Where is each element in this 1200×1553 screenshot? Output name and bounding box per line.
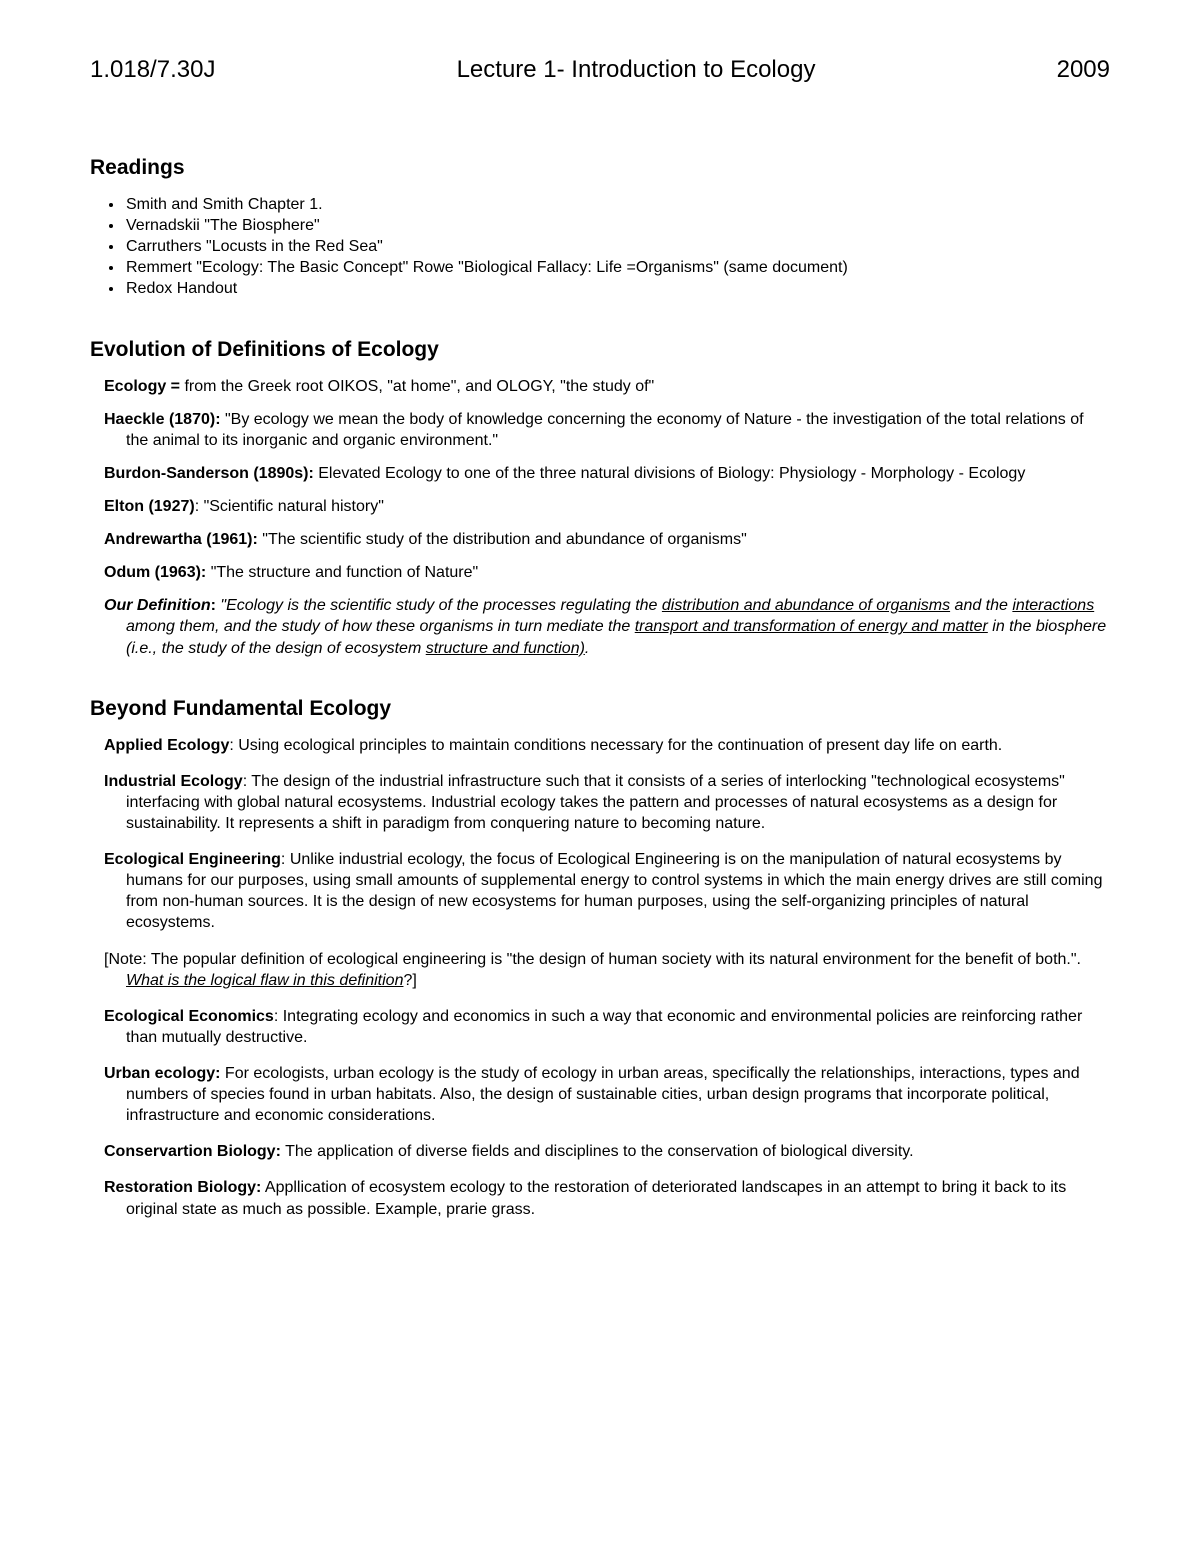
beyond-body: For ecologists, urban ecology is the stu…	[126, 1065, 1080, 1124]
beyond-term: Urban ecology:	[104, 1065, 220, 1082]
definition-term: Odum (1963):	[104, 564, 206, 581]
beyond-item: Restoration Biology: Appllication of eco…	[104, 1177, 1110, 1219]
our-definition-underline: transport and transformation of energy a…	[635, 618, 988, 635]
note-underline: What is the logical flaw in this definit…	[126, 972, 403, 989]
beyond-body: : Using ecological principles to maintai…	[229, 737, 1002, 754]
definition-list: Ecology = from the Greek root OIKOS, "at…	[104, 376, 1110, 659]
our-definition-text: among them, and the study of how these o…	[126, 618, 635, 635]
page: 1.018/7.30J Lecture 1- Introduction to E…	[0, 0, 1200, 1318]
beyond-section: Beyond Fundamental Ecology Applied Ecolo…	[90, 697, 1110, 1220]
definition-item: Andrewartha (1961): "The scientific stud…	[104, 529, 1110, 550]
list-item: Redox Handout	[124, 278, 1110, 299]
our-definition-text: "Ecology is the scientific study of the …	[216, 597, 662, 614]
definition-term: Elton (1927)	[104, 498, 195, 515]
course-code: 1.018/7.30J	[90, 56, 215, 84]
definition-body: : "Scientific natural history"	[195, 498, 384, 515]
beyond-term: Industrial Ecology	[104, 773, 243, 790]
readings-list: Smith and Smith Chapter 1. Vernadskii "T…	[124, 194, 1110, 300]
list-item: Smith and Smith Chapter 1.	[124, 194, 1110, 215]
beyond-term: Applied Ecology	[104, 737, 229, 754]
beyond-term: Restoration Biology:	[104, 1179, 261, 1196]
beyond-term: Conservartion Biology:	[104, 1143, 281, 1160]
page-header: 1.018/7.30J Lecture 1- Introduction to E…	[90, 56, 1110, 84]
list-item: Remmert "Ecology: The Basic Concept" Row…	[124, 257, 1110, 278]
list-item: Carruthers "Locusts in the Red Sea"	[124, 236, 1110, 257]
beyond-term: Ecological Engineering	[104, 851, 281, 868]
our-definition-underline: structure and function)	[426, 640, 585, 657]
definition-body: from the Greek root OIKOS, "at home", an…	[184, 378, 654, 395]
our-definition-underline: interactions	[1012, 597, 1094, 614]
beyond-item: Ecological Economics: Integrating ecolog…	[104, 1006, 1110, 1048]
lecture-title: Lecture 1- Introduction to Ecology	[215, 56, 1056, 84]
beyond-list: Applied Ecology: Using ecological princi…	[104, 735, 1110, 1220]
definition-item: Ecology = from the Greek root OIKOS, "at…	[104, 376, 1110, 397]
definition-body: "The scientific study of the distributio…	[258, 531, 747, 548]
beyond-item: Ecological Engineering: Unlike industria…	[104, 849, 1110, 933]
beyond-body: The application of diverse fields and di…	[281, 1143, 914, 1160]
definition-body: "The structure and function of Nature"	[206, 564, 478, 581]
beyond-body: Appllication of ecosystem ecology to the…	[126, 1179, 1066, 1217]
evolution-heading: Evolution of Definitions of Ecology	[90, 338, 1110, 362]
definition-body: Elevated Ecology to one of the three nat…	[314, 465, 1026, 482]
definition-item: Elton (1927): "Scientific natural histor…	[104, 496, 1110, 517]
beyond-term: Ecological Economics	[104, 1008, 274, 1025]
note-text: [Note: The popular definition of ecologi…	[104, 951, 1081, 968]
beyond-item: Urban ecology: For ecologists, urban eco…	[104, 1063, 1110, 1126]
definition-term: Andrewartha (1961):	[104, 531, 258, 548]
definition-item: Odum (1963): "The structure and function…	[104, 562, 1110, 583]
beyond-heading: Beyond Fundamental Ecology	[90, 697, 1110, 721]
definition-term: Ecology =	[104, 378, 184, 395]
readings-section: Readings Smith and Smith Chapter 1. Vern…	[90, 156, 1110, 300]
list-item: Vernadskii "The Biosphere"	[124, 215, 1110, 236]
definition-item: Haeckle (1870): "By ecology we mean the …	[104, 409, 1110, 451]
definition-term: Burdon-Sanderson (1890s):	[104, 465, 314, 482]
note-text: ?]	[403, 972, 416, 989]
our-definition-underline: distribution and abundance of organisms	[662, 597, 950, 614]
our-definition-text: .	[585, 640, 589, 657]
definition-item: Burdon-Sanderson (1890s): Elevated Ecolo…	[104, 463, 1110, 484]
our-definition-text: and the	[950, 597, 1012, 614]
our-definition-term: Our Definition	[104, 597, 211, 614]
year: 2009	[1057, 56, 1110, 84]
definition-body: "By ecology we mean the body of knowledg…	[126, 411, 1084, 449]
beyond-item: Industrial Ecology: The design of the in…	[104, 771, 1110, 834]
note-item: [Note: The popular definition of ecologi…	[104, 949, 1110, 991]
definition-term: Haeckle (1870):	[104, 411, 221, 428]
readings-heading: Readings	[90, 156, 1110, 180]
our-definition: Our Definition: "Ecology is the scientif…	[104, 595, 1110, 658]
evolution-section: Evolution of Definitions of Ecology Ecol…	[90, 338, 1110, 659]
beyond-item: Applied Ecology: Using ecological princi…	[104, 735, 1110, 756]
beyond-item: Conservartion Biology: The application o…	[104, 1141, 1110, 1162]
beyond-body: : The design of the industrial infrastru…	[126, 773, 1065, 832]
